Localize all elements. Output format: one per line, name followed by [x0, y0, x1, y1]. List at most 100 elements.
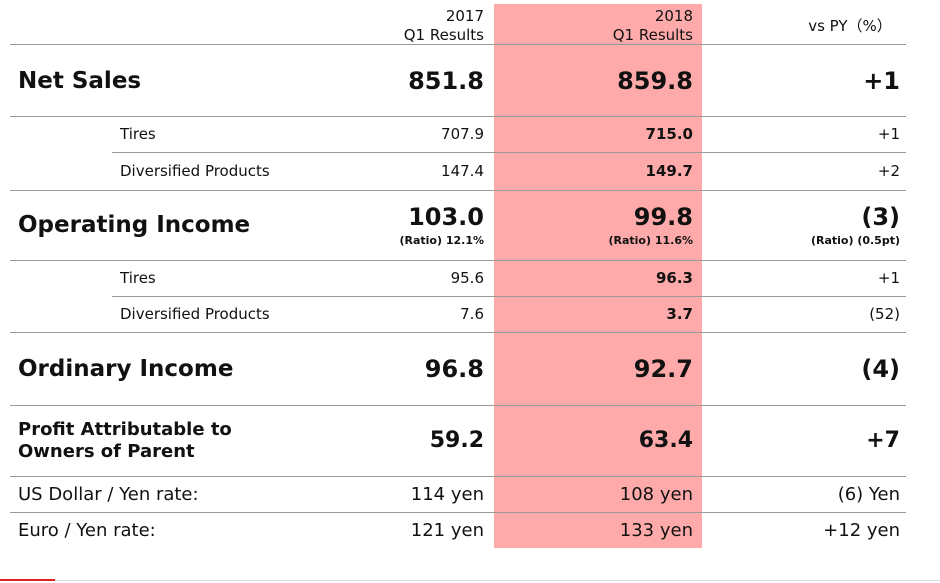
row-label: Euro / Yen rate:	[18, 512, 156, 548]
value: 96.3	[655, 269, 693, 287]
value: +7	[866, 428, 900, 453]
value: (3)	[861, 203, 900, 231]
value: 92.7	[633, 354, 693, 383]
row-label: Tires	[120, 116, 156, 152]
cell: +1	[700, 116, 900, 152]
cell: (6) Yen	[700, 476, 900, 512]
cell: 859.8	[493, 45, 693, 116]
rule	[112, 152, 906, 153]
header-2018: 2018 Q1 Results	[580, 7, 693, 45]
value: 59.2	[429, 428, 484, 453]
cell: 63.4	[493, 405, 693, 476]
cell: 103.0 (Ratio) 12.1%	[284, 190, 484, 260]
value: 3.7	[666, 305, 693, 323]
value: 851.8	[408, 66, 484, 95]
header-year: 2017	[445, 7, 484, 25]
rule	[10, 405, 906, 406]
ratio: (Ratio) 12.1%	[399, 234, 484, 247]
value: 149.7	[645, 162, 693, 180]
cell: 121 yen	[284, 512, 484, 548]
value: 715.0	[645, 125, 693, 143]
value: (6) Yen	[837, 483, 900, 505]
rule	[112, 296, 906, 297]
cell: 108 yen	[493, 476, 693, 512]
cell: 3.7	[493, 296, 693, 332]
cell: +2	[700, 152, 900, 190]
row-label: Operating Income	[18, 190, 250, 260]
value: 121 yen	[410, 519, 484, 541]
value: 114 yen	[410, 483, 484, 505]
value: 96.8	[424, 354, 484, 383]
cell: (3) (Ratio) (0.5pt)	[700, 190, 900, 260]
label-line: Ordinary Income	[18, 355, 234, 382]
value: +2	[877, 162, 900, 180]
label-line: Operating Income	[18, 212, 251, 238]
value: 95.6	[450, 269, 484, 287]
cell: 95.6	[284, 260, 484, 296]
header-sub: Q1 Results	[612, 26, 693, 44]
highlight-column	[494, 4, 702, 548]
cell: (52)	[700, 296, 900, 332]
cell: +12 yen	[700, 512, 900, 548]
cell: 707.9	[284, 116, 484, 152]
value: 707.9	[441, 125, 484, 143]
label-line: Net Sales	[18, 67, 142, 94]
value: +1	[877, 269, 900, 287]
header-sub: Q1 Results	[403, 26, 484, 44]
rule	[10, 476, 906, 477]
label-line: Diversified Products	[120, 305, 270, 323]
cell: +7	[700, 405, 900, 476]
cell: 99.8 (Ratio) 11.6%	[493, 190, 693, 260]
rule	[10, 116, 906, 117]
value: +1	[877, 125, 900, 143]
label-line: Tires	[120, 269, 156, 287]
cell: 114 yen	[284, 476, 484, 512]
rule	[10, 260, 906, 261]
rule	[10, 332, 906, 333]
row-label: US Dollar / Yen rate:	[18, 476, 199, 512]
value: (4)	[861, 354, 900, 383]
value: 63.4	[638, 428, 693, 453]
value: 133 yen	[619, 519, 693, 541]
cell: 715.0	[493, 116, 693, 152]
cell: 851.8	[284, 45, 484, 116]
value: 7.6	[460, 305, 484, 323]
row-label: Diversified Products	[120, 296, 270, 332]
cell: 96.8	[284, 332, 484, 405]
rule	[10, 512, 906, 513]
footer-accent	[0, 579, 55, 581]
value: +1	[863, 66, 900, 95]
footer-rule	[55, 580, 940, 581]
label-line: Profit Attributable to	[18, 418, 232, 440]
ratio: (Ratio) (0.5pt)	[810, 234, 900, 247]
label-line: Euro / Yen rate:	[18, 519, 156, 541]
cell: +1	[700, 45, 900, 116]
row-label: Net Sales	[18, 45, 141, 116]
row-label: Tires	[120, 260, 156, 296]
value: 99.8	[633, 203, 693, 231]
cell: 92.7	[493, 332, 693, 405]
cell: 149.7	[493, 152, 693, 190]
cell: 59.2	[284, 405, 484, 476]
label-line: Tires	[120, 125, 156, 143]
row-label: Profit Attributable to Owners of Parent	[18, 405, 232, 476]
label-line: Diversified Products	[120, 162, 270, 180]
value: +12 yen	[823, 519, 900, 541]
cell: 147.4	[284, 152, 484, 190]
label-line: US Dollar / Yen rate:	[18, 483, 199, 505]
cell: 7.6	[284, 296, 484, 332]
row-label: Diversified Products	[120, 152, 270, 190]
rule	[10, 190, 906, 191]
cell: 133 yen	[493, 512, 693, 548]
value: 103.0	[408, 203, 484, 231]
ratio: (Ratio) 11.6%	[608, 234, 693, 247]
header-vs: vs PY（%）	[808, 17, 892, 35]
value: 147.4	[441, 162, 484, 180]
cell: (4)	[700, 332, 900, 405]
header-2017: 2017 Q1 Results	[380, 7, 484, 45]
header-year: 2018	[654, 7, 693, 25]
rule	[10, 44, 906, 45]
value: 859.8	[617, 66, 693, 95]
value: (52)	[869, 305, 900, 323]
